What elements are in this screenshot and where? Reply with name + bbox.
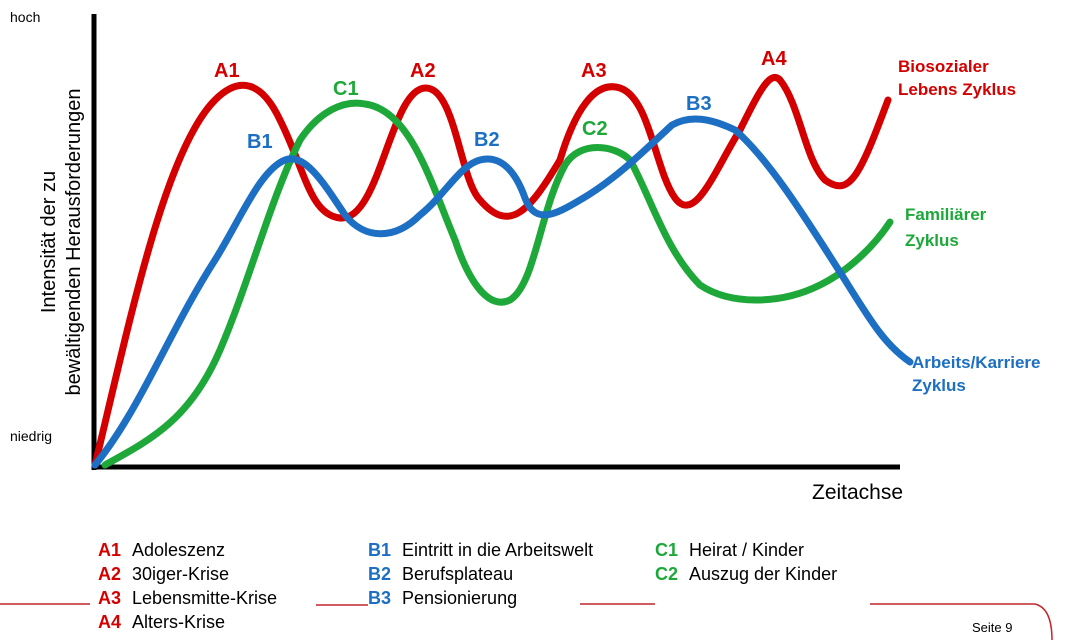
family-cycle-curve — [101, 99, 894, 469]
legend-text: Berufsplateau — [402, 564, 514, 584]
legend-a: A1 Adoleszenz A2 30iger-Krise A3 Lebensmitt… — [98, 538, 277, 634]
legend-code: B2 — [368, 564, 392, 584]
biosocial-cycle-label-line1: Biosozialer — [898, 57, 989, 76]
y-high-label: hoch — [10, 9, 40, 25]
legend-code: A3 — [98, 588, 122, 608]
legend-item: B3 Pensionierung — [368, 586, 593, 610]
career-cycle-label-line1: Arbeits/Karriere — [912, 353, 1041, 372]
marker-a3: A3 — [581, 60, 607, 82]
legend-text: Auszug der Kinder — [689, 564, 838, 584]
legend-item: A3 Lebensmitte-Krise — [98, 586, 277, 610]
legend-code: B3 — [368, 588, 392, 608]
legend-c: C1 Heirat / Kinder C2 Auszug der Kinder — [655, 538, 837, 586]
legend-item: B2 Berufsplateau — [368, 562, 593, 586]
legend-b: B1 Eintritt in die Arbeitswelt B2 Berufspl… — [368, 538, 593, 610]
career-cycle-label-line2: Zyklus — [912, 376, 966, 395]
legend-text: Heirat / Kinder — [689, 540, 805, 560]
legend-code: C1 — [655, 540, 679, 560]
legend-text: Eintritt in die Arbeitswelt — [402, 540, 594, 560]
marker-b2: B2 — [474, 129, 500, 151]
marker-a4: A4 — [761, 48, 787, 70]
marker-a2: A2 — [410, 60, 436, 82]
legend-item: A1 Adoleszenz — [98, 538, 277, 562]
legend-text: 30iger-Krise — [132, 564, 230, 584]
legend-code: A2 — [98, 564, 122, 584]
legend-code: C2 — [655, 564, 679, 584]
family-cycle-label-line2: Zyklus — [905, 231, 959, 250]
legend-code: B1 — [368, 540, 392, 560]
marker-c2: C2 — [582, 118, 608, 140]
legend-text: Adoleszenz — [132, 540, 226, 560]
y-low-label: niedrig — [10, 428, 52, 444]
career-cycle-curve — [91, 115, 914, 469]
legend-item: B1 Eintritt in die Arbeitswelt — [368, 538, 593, 562]
y-axis-title-line2: bewältigenden Herausforderungen — [63, 89, 85, 396]
marker-c1: C1 — [333, 78, 359, 100]
marker-b1: B1 — [247, 131, 273, 153]
legend-item: A2 30iger-Krise — [98, 562, 277, 586]
biosocial-cycle-curve — [91, 74, 892, 469]
family-cycle-label-line1: Familiärer — [905, 205, 987, 224]
y-axis-title-line1: Intensität der zu — [38, 171, 60, 313]
marker-b3: B3 — [686, 93, 712, 115]
legend-text: Lebensmitte-Krise — [132, 588, 278, 608]
legend-item: C2 Auszug der Kinder — [655, 562, 837, 586]
footer-rules — [0, 603, 1053, 641]
legend-code: A4 — [98, 612, 122, 632]
legend-text: Pensionierung — [402, 588, 518, 608]
legend-item: A4 Alters-Krise — [98, 610, 277, 634]
legend-item: C1 Heirat / Kinder — [655, 538, 837, 562]
x-axis-title: Zeitachse — [812, 481, 903, 504]
legend-text: Alters-Krise — [132, 612, 226, 632]
biosocial-cycle-label-line2: Lebens Zyklus — [898, 80, 1016, 99]
marker-a1: A1 — [214, 60, 240, 82]
page-number: Seite 9 — [972, 620, 1013, 635]
legend-code: A1 — [98, 540, 122, 560]
